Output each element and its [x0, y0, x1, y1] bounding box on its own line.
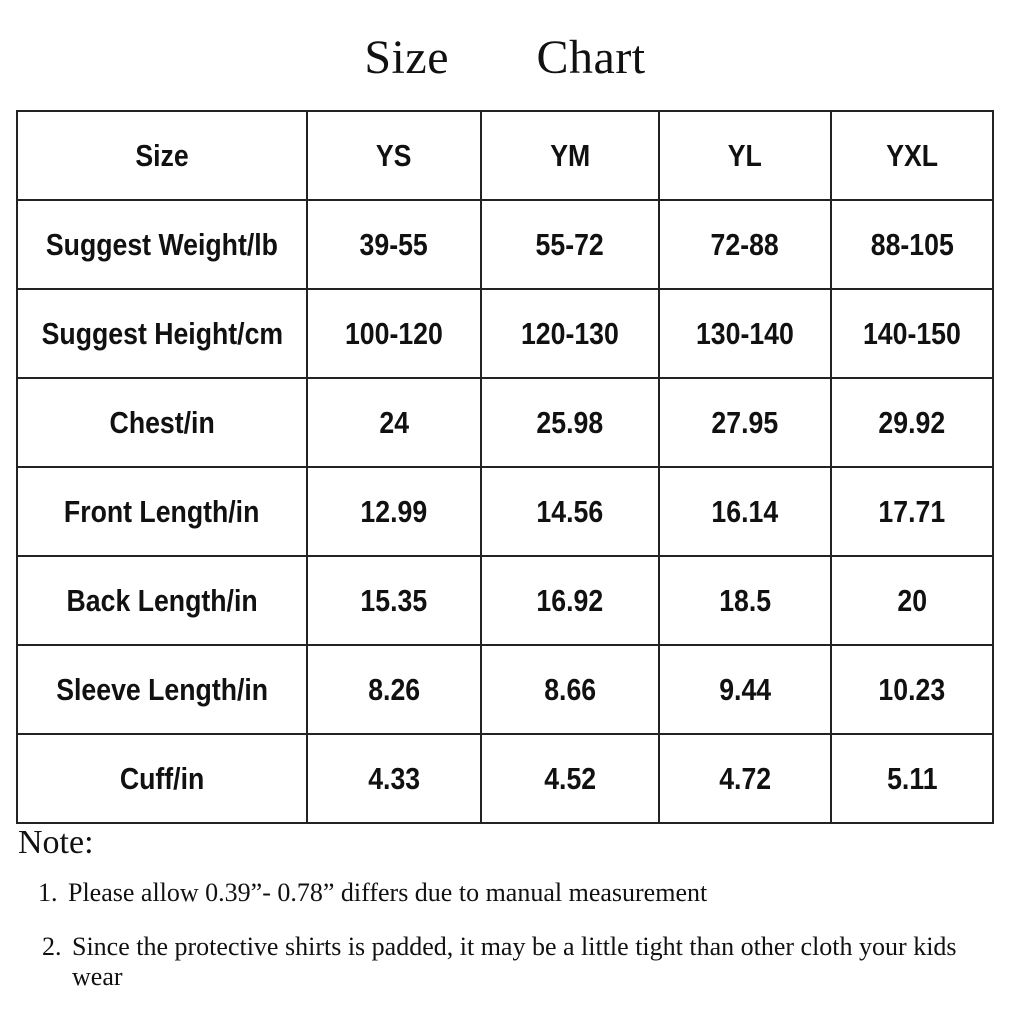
cell-value: 8.26 [368, 671, 420, 707]
table-cell: 4.52 [480, 733, 660, 824]
cell-value: 16.92 [536, 582, 604, 618]
table-cell: 140-150 [830, 288, 994, 379]
cell-value: 16.14 [711, 493, 779, 529]
cell-value: 5.11 [886, 760, 938, 796]
row-label: Sleeve Length/in [56, 671, 268, 707]
table-cell: 100-120 [306, 288, 482, 379]
table-cell: 27.95 [658, 377, 832, 468]
cell-value: 14.56 [536, 493, 604, 529]
row-label-cell: Sleeve Length/in [16, 644, 308, 735]
table-header-row: Size YS YM YL YXL [16, 110, 994, 201]
cell-value: 18.5 [719, 582, 771, 618]
cell-value: 9.44 [719, 671, 771, 707]
header-cell: Size [16, 110, 308, 201]
cell-value: 17.71 [878, 493, 946, 529]
row-label-cell: Suggest Weight/lb [16, 199, 308, 290]
table-cell: 10.23 [830, 644, 994, 735]
table-cell: 55-72 [480, 199, 660, 290]
row-label-cell: Suggest Height/cm [16, 288, 308, 379]
table-cell: 9.44 [658, 644, 832, 735]
row-label: Chest/in [109, 404, 215, 440]
cell-value: 4.33 [368, 760, 420, 796]
cell-value: 27.95 [711, 404, 779, 440]
cell-value: 29.92 [878, 404, 946, 440]
table-cell: 15.35 [306, 555, 482, 646]
cell-value: 20 [897, 582, 927, 618]
table-cell: 18.5 [658, 555, 832, 646]
table-cell: 20 [830, 555, 994, 646]
table-row: Back Length/in 15.35 16.92 18.5 20 [16, 555, 994, 646]
note-label: Note: [18, 824, 94, 861]
note-text: Please allow 0.39”- 0.78” differs due to… [68, 878, 708, 907]
header-cell-text: YM [550, 137, 590, 173]
cell-value: 4.72 [719, 760, 771, 796]
table-row: Suggest Height/cm 100-120 120-130 130-14… [16, 288, 994, 379]
table-row: Suggest Weight/lb 39-55 55-72 72-88 88-1… [16, 199, 994, 290]
row-label: Suggest Height/cm [41, 315, 283, 351]
header-cell: YXL [830, 110, 994, 201]
table-row: Front Length/in 12.99 14.56 16.14 17.71 [16, 466, 994, 557]
cell-value: 8.66 [544, 671, 596, 707]
note-number: 1. [38, 878, 58, 907]
row-label: Back Length/in [66, 582, 258, 618]
header-cell: YS [306, 110, 482, 201]
table-cell: 12.99 [306, 466, 482, 557]
table-cell: 17.71 [830, 466, 994, 557]
cell-value: 130-140 [696, 315, 794, 351]
cell-value: 100-120 [345, 315, 443, 351]
table-cell: 120-130 [480, 288, 660, 379]
size-chart-table: Size YS YM YL YXL Suggest Weight/lb 39-5… [16, 110, 994, 824]
table-cell: 24 [306, 377, 482, 468]
table-cell: 8.66 [480, 644, 660, 735]
header-cell-text: YXL [886, 137, 938, 173]
row-label: Cuff/in [119, 760, 205, 796]
table-cell: 39-55 [306, 199, 482, 290]
table-cell: 72-88 [658, 199, 832, 290]
cell-value: 55-72 [535, 226, 605, 262]
table-row: Cuff/in 4.33 4.52 4.72 5.11 [16, 733, 994, 824]
header-cell: YL [658, 110, 832, 201]
table-cell: 88-105 [830, 199, 994, 290]
cell-value: 120-130 [521, 315, 619, 351]
table-cell: 29.92 [830, 377, 994, 468]
row-label-cell: Chest/in [16, 377, 308, 468]
table-cell: 4.33 [306, 733, 482, 824]
row-label-cell: Back Length/in [16, 555, 308, 646]
table-row: Chest/in 24 25.98 27.95 29.92 [16, 377, 994, 468]
table-cell: 130-140 [658, 288, 832, 379]
cell-value: 88-105 [870, 226, 954, 262]
note-item: 2. Since the protective shirts is padded… [38, 932, 988, 992]
cell-value: 12.99 [360, 493, 428, 529]
table-cell: 5.11 [830, 733, 994, 824]
cell-value: 15.35 [360, 582, 428, 618]
cell-value: 39-55 [359, 226, 429, 262]
cell-value: 10.23 [878, 671, 946, 707]
header-cell-text: YL [727, 137, 763, 173]
cell-value: 25.98 [536, 404, 604, 440]
table-cell: 8.26 [306, 644, 482, 735]
table-cell: 25.98 [480, 377, 660, 468]
row-label: Suggest Weight/lb [45, 226, 279, 262]
cell-value: 140-150 [863, 315, 961, 351]
row-label: Front Length/in [64, 493, 260, 529]
note-item: 1. Please allow 0.39”- 0.78” differs due… [38, 878, 988, 908]
table-cell: 16.14 [658, 466, 832, 557]
row-label-cell: Cuff/in [16, 733, 308, 824]
table-cell: 16.92 [480, 555, 660, 646]
cell-value: 24 [379, 404, 409, 440]
table-row: Sleeve Length/in 8.26 8.66 9.44 10.23 [16, 644, 994, 735]
chart-title: Size Chart [364, 31, 646, 84]
note-number: 2. [42, 932, 62, 961]
header-cell-text: Size [135, 137, 189, 173]
header-cell: YM [480, 110, 660, 201]
row-label-cell: Front Length/in [16, 466, 308, 557]
cell-value: 4.52 [544, 760, 596, 796]
table-cell: 4.72 [658, 733, 832, 824]
table-cell: 14.56 [480, 466, 660, 557]
header-cell-text: YS [376, 137, 412, 173]
cell-value: 72-88 [710, 226, 780, 262]
note-text: Since the protective shirts is padded, i… [72, 932, 957, 991]
note-list: 1. Please allow 0.39”- 0.78” differs due… [38, 878, 988, 992]
